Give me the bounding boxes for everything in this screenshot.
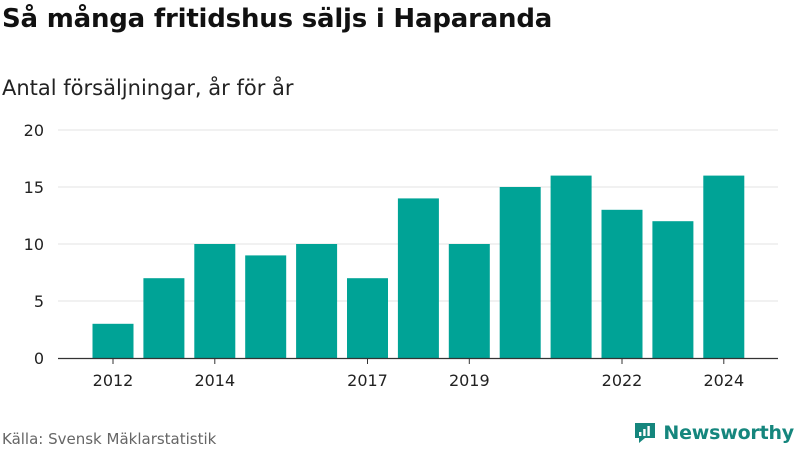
source-note: Källa: Svensk Mäklarstatistik xyxy=(2,430,217,448)
newsworthy-logo-icon xyxy=(635,423,656,443)
chart-title: Så många fritidshus säljs i Haparanda xyxy=(2,4,553,34)
bar-2018[interactable] xyxy=(397,198,439,358)
bar-2017[interactable] xyxy=(347,278,388,358)
bar-2024[interactable] xyxy=(703,175,745,358)
x-axis-labels: 2012 2014 2017 2019 2022 2024 xyxy=(93,371,745,390)
bar-2012[interactable] xyxy=(92,323,134,358)
y-axis-labels: 0 5 10 15 20 xyxy=(24,121,44,368)
y-tick-label: 10 xyxy=(24,235,44,254)
y-tick-label: 0 xyxy=(34,349,44,368)
brand-name: Newsworthy xyxy=(663,422,794,444)
x-tick-label: 2014 xyxy=(194,371,235,390)
bar-2021[interactable] xyxy=(550,175,592,358)
bar-2023[interactable] xyxy=(652,221,694,358)
x-tick-label: 2022 xyxy=(602,371,643,390)
bar-2015[interactable] xyxy=(245,255,287,358)
brand-logo[interactable]: Newsworthy xyxy=(633,420,794,446)
chart-subtitle: Antal försäljningar, år för år xyxy=(2,76,294,100)
x-tick-label: 2024 xyxy=(703,371,744,390)
bars xyxy=(92,175,745,358)
bar-2022[interactable] xyxy=(601,209,643,358)
bar-2016[interactable] xyxy=(296,244,338,358)
x-tick-label: 2017 xyxy=(347,371,388,390)
x-axis xyxy=(58,357,778,364)
bar-2020[interactable] xyxy=(499,187,541,358)
x-tick-label: 2012 xyxy=(93,371,134,390)
bar-2019[interactable] xyxy=(448,244,490,358)
x-tick-label: 2019 xyxy=(449,371,490,390)
y-tick-label: 5 xyxy=(34,292,44,311)
bar-2014[interactable] xyxy=(194,244,236,358)
y-tick-label: 20 xyxy=(24,121,44,140)
bar-2013[interactable] xyxy=(143,278,185,358)
y-tick-label: 15 xyxy=(24,178,44,197)
